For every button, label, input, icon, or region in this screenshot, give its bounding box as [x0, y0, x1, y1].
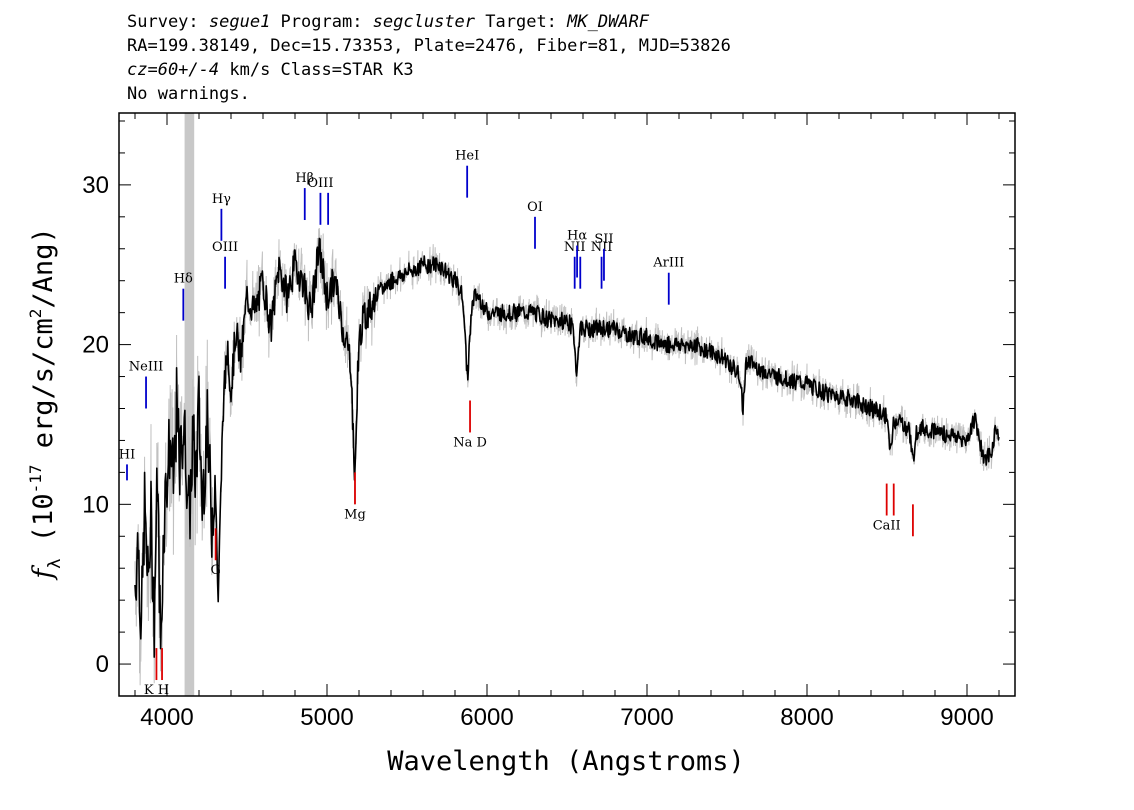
program-value: segcluster	[372, 12, 476, 32]
emission-line-label-3: Hγ	[212, 192, 231, 207]
header-line-2: RA=199.38149, Dec=15.73353, Plate=2476, …	[127, 36, 731, 56]
flux-series-line	[134, 237, 1000, 658]
y-axis-title-close: /Ang)	[28, 227, 59, 308]
x-tick-label-6000: 6000	[460, 704, 513, 731]
x-tick-label-8000: 8000	[780, 704, 833, 731]
target-value: MK_DWARF	[567, 12, 650, 32]
emission-line-label-8: HeI	[455, 149, 479, 164]
emission-line-label-5: Hβ	[295, 171, 314, 186]
y-axis-title-mid: erg/s/cm	[28, 318, 59, 464]
y-tick-label-30: 30	[82, 172, 109, 199]
y-axis-title-sub: λ	[45, 558, 65, 568]
plot-frame	[118, 112, 1016, 697]
y-axis-title-exp2: 2	[26, 309, 45, 319]
x-tick-label-4000: 4000	[140, 704, 193, 731]
axes: 4000 5000 6000 7000 8000 9000 0 10 20 30	[82, 112, 1016, 731]
absorption-line-label-4: Na D	[453, 435, 487, 450]
error-band-line	[134, 227, 1000, 686]
header-line-1: Survey: segue1 Program: segcluster Targe…	[127, 10, 731, 34]
emission-line-label-1: NeIII	[129, 360, 163, 375]
y-axis-title-f: f	[28, 565, 59, 581]
program-label: Program:	[270, 12, 373, 32]
redshift-value: cz=60+/-4	[127, 60, 220, 80]
emission-line-label-2: Hδ	[174, 272, 193, 287]
absorption-line-label-0: K H	[144, 683, 169, 698]
masked-band	[184, 113, 195, 696]
emission-line-label-14: SII	[594, 232, 613, 247]
x-axis-title: Wavelength (Angstroms)	[387, 746, 745, 777]
y-tick-label-10: 10	[82, 491, 109, 518]
x-tick-label-5000: 5000	[300, 704, 353, 731]
y-axis-title-open: (10	[28, 493, 59, 558]
x-tick-label-9000: 9000	[940, 704, 993, 731]
emission-line-label-0: HI	[119, 447, 135, 462]
absorption-line-label-5: CaII	[873, 519, 901, 534]
emission-line-label-11: Hα	[567, 229, 587, 244]
y-axis-title: fλ (10-17 erg/s/cm2/Ang)	[26, 227, 65, 580]
class-text: km/s Class=STAR K3	[219, 60, 414, 80]
emission-line-label-13: NII	[591, 240, 613, 255]
x-tick-label-7000: 7000	[620, 704, 673, 731]
spectrum-header: Survey: segue1 Program: segcluster Targe…	[127, 10, 731, 106]
y-axis-title-exp1: -17	[26, 465, 45, 494]
emission-line-label-4: OIII	[212, 240, 238, 255]
header-line-4: No warnings.	[127, 84, 250, 104]
survey-label: Survey:	[127, 12, 209, 32]
plot-area: HINeIIIHδHγOIIIHβOIIIHeIOINIIHαNIISIIArI…	[119, 113, 1000, 698]
emission-line-label-9: OI	[527, 200, 543, 215]
y-tick-label-0: 0	[96, 651, 109, 678]
y-tick-label-20: 20	[82, 332, 109, 359]
survey-value: segue1	[208, 12, 271, 32]
emission-line-label-10: NII	[564, 240, 586, 255]
header-line-3: cz=60+/-4 km/s Class=STAR K3	[127, 58, 731, 82]
plot-content	[134, 113, 1000, 696]
absorption-line-label-3: Mg	[344, 507, 366, 522]
emission-line-label-15: ArIII	[652, 256, 684, 271]
emission-line-label-6: OIII	[307, 176, 333, 191]
absorption-line-label-2: G	[210, 563, 220, 578]
target-label: Target:	[475, 12, 568, 32]
